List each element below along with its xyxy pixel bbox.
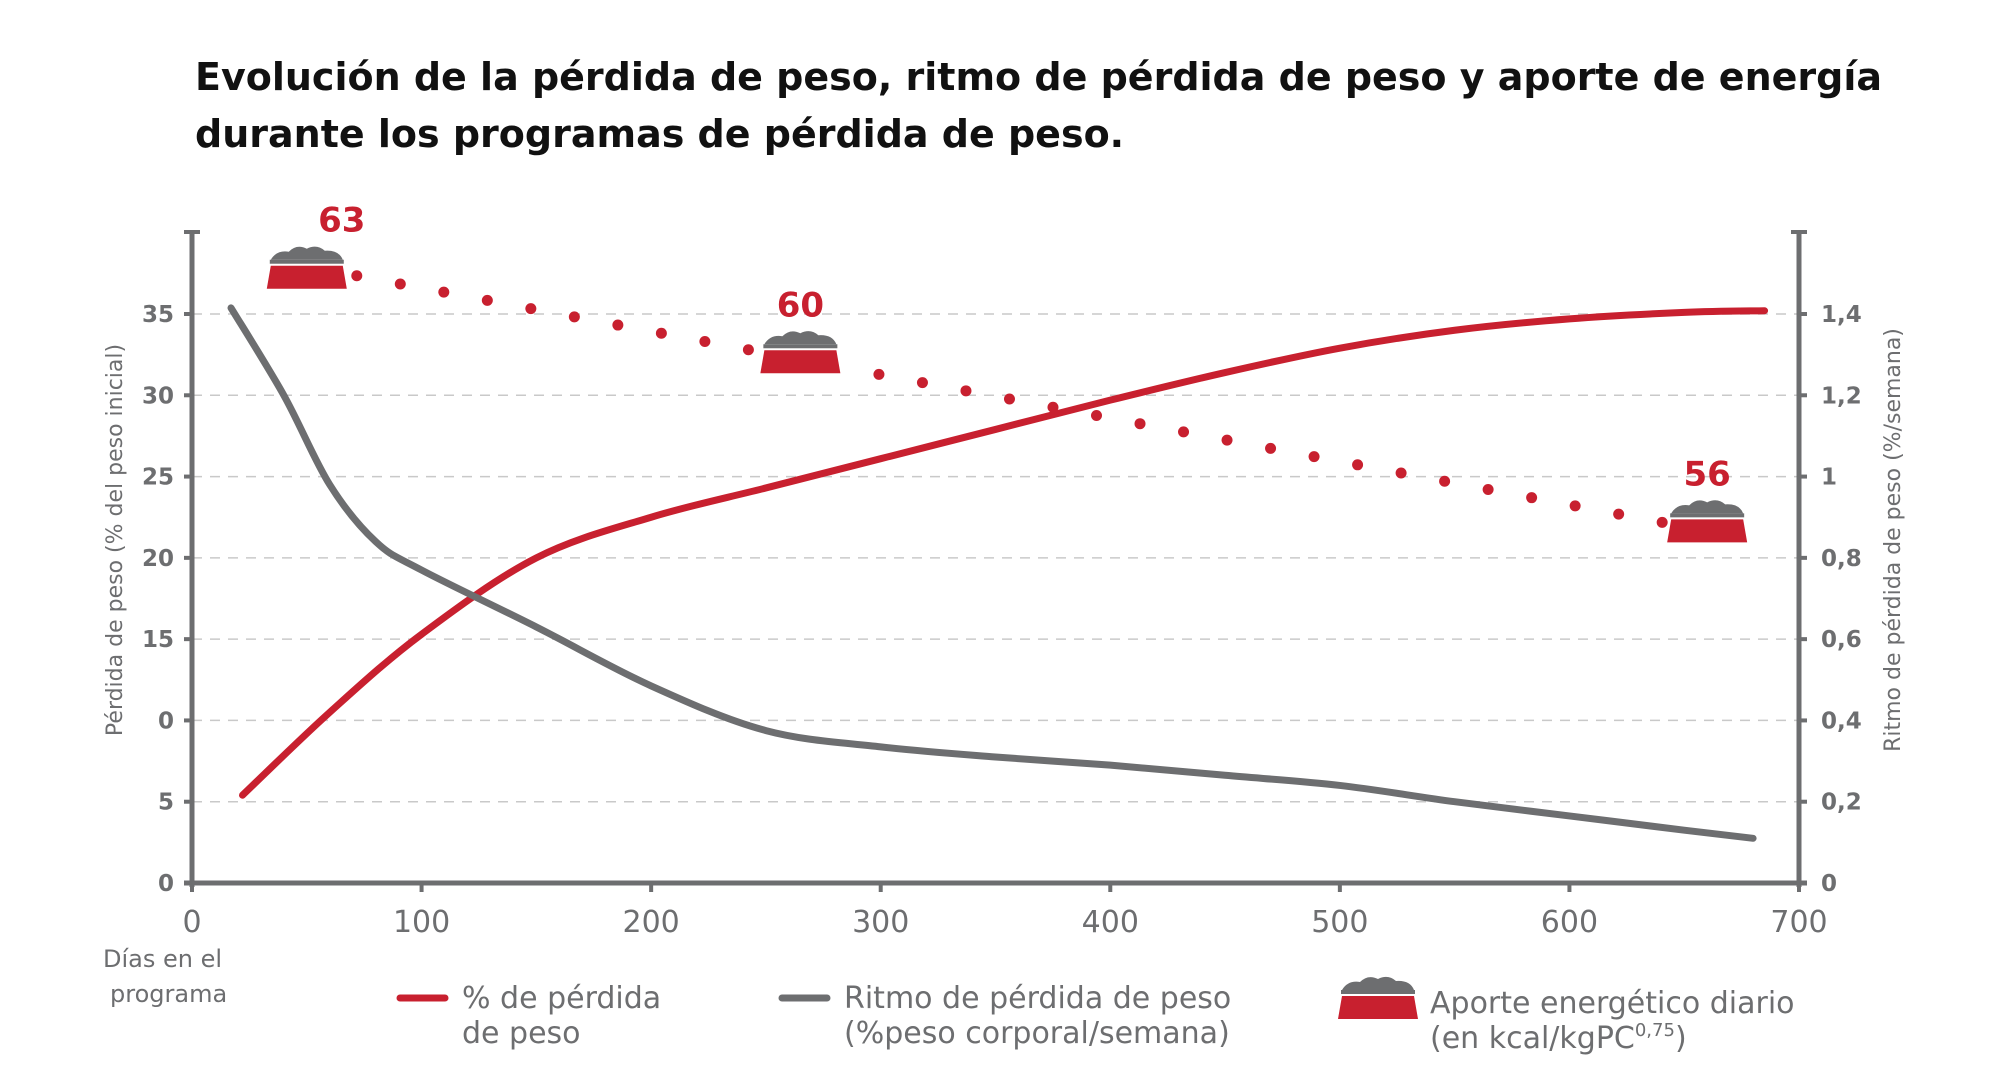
y-right-tick-label: 0: [1821, 871, 1837, 897]
y-left-tick-label: 0: [158, 871, 174, 897]
energy-dot: [916, 377, 928, 389]
energy-dot: [1569, 500, 1581, 512]
legend-rate-line-2: (%peso corporal/semana): [844, 1016, 1230, 1051]
y-left-tick-label: 25: [142, 465, 174, 491]
y-left-tick-label: 20: [142, 546, 174, 572]
energy-dot: [1613, 508, 1625, 520]
loss-rate-line: [227, 304, 1757, 842]
kibble: [764, 331, 837, 345]
bowl-base: [1338, 996, 1418, 1019]
energy-layer: 63 60 56: [266, 201, 1748, 543]
y-right-tick-label: 0,2: [1821, 790, 1862, 816]
y-right-tick-label: 0,6: [1821, 627, 1862, 653]
energy-dot: [699, 335, 711, 347]
y-left-tick-label: 35: [142, 302, 174, 328]
x-tick-label: 0: [182, 905, 201, 940]
energy-dot: [1308, 451, 1320, 463]
energy-dot: [1526, 492, 1538, 504]
x-tick-label: 600: [1541, 905, 1598, 940]
bowl-rim: [763, 344, 838, 349]
energy-value-label: 63: [318, 201, 365, 241]
energy-dot: [612, 319, 624, 331]
bowl-base: [1667, 519, 1748, 543]
energy-dot: [1395, 467, 1407, 479]
legend-weight-loss-line-2: de peso: [462, 1016, 581, 1051]
legend-weight-loss-line-1: % de pérdida: [462, 981, 661, 1016]
energy-value-label: 60: [777, 285, 824, 325]
food-bowl-icon: [1667, 500, 1748, 543]
y-right-tick-label: 1,4: [1821, 302, 1862, 328]
tick-labels: 0 05 0,20 0,415 0,620 0,825 130 1,235 1,40 100 200…: [142, 302, 1862, 940]
legend-energy-close: ): [1675, 1021, 1687, 1056]
bowl-rim: [1670, 513, 1745, 518]
energy-dot: [1352, 459, 1364, 471]
legend-bowl-shape: [1338, 976, 1418, 1019]
x-tick-label: 700: [1770, 905, 1827, 940]
energy-dot: [438, 286, 450, 298]
x-axis-label-line-1: Días en el: [103, 945, 222, 973]
kibble: [1671, 500, 1744, 514]
y-left-axis-label: Pérdida de peso (% del peso inicial): [103, 344, 128, 736]
energy-dot: [1656, 516, 1668, 528]
energy-dot: [1134, 418, 1146, 430]
energy-dot: [1439, 475, 1451, 487]
y-right-tick-label: 0,4: [1821, 708, 1862, 734]
kibble: [1342, 976, 1414, 990]
x-tick-label: 100: [393, 905, 450, 940]
axes: [184, 230, 1807, 892]
y-right-axis-label: Ritmo de pérdida de peso (%/semana): [1881, 328, 1906, 752]
bowl-base: [266, 265, 347, 289]
x-tick-label: 400: [1082, 905, 1139, 940]
legend-energy-line-1: Aporte energético diario: [1430, 986, 1795, 1021]
y-left-tick-label: 15: [142, 627, 174, 653]
energy-dot: [525, 303, 537, 315]
energy-dot: [1178, 426, 1190, 438]
x-tick-label: 300: [852, 905, 909, 940]
energy-dot: [394, 278, 406, 290]
bowl-rim: [269, 259, 344, 264]
y-left-tick-label: 5: [158, 790, 174, 816]
energy-dot: [1091, 409, 1103, 421]
gridlines: [192, 313, 1799, 803]
energy-dot: [742, 344, 754, 356]
energy-dot: [655, 327, 667, 339]
energy-dot: [1482, 483, 1494, 495]
energy-dot: [481, 294, 493, 306]
energy-dot: [1003, 393, 1015, 405]
y-left-tick-label: 0: [158, 708, 174, 734]
energy-dot: [873, 368, 885, 380]
legend-energy-exponent: 0,75: [1635, 1020, 1675, 1041]
bowl-base: [760, 350, 841, 374]
legend-energy-unit: (en kcal/kgPC: [1430, 1021, 1635, 1056]
y-right-tick-label: 1: [1821, 465, 1837, 491]
x-tick-label: 500: [1311, 905, 1368, 940]
x-tick-label: 200: [623, 905, 680, 940]
energy-dot: [1221, 434, 1233, 446]
legend-rate-line-1: Ritmo de pérdida de peso: [844, 981, 1231, 1016]
energy-dot: [1265, 442, 1277, 454]
chart-title-line-1: Evolución de la pérdida de peso, ritmo d…: [195, 55, 1882, 99]
y-left-tick-label: 30: [142, 383, 174, 409]
food-bowl-icon: [266, 246, 347, 289]
y-right-tick-label: 0,8: [1821, 546, 1862, 572]
kibble: [270, 246, 343, 260]
energy-dot: [351, 270, 363, 282]
food-bowl-icon: [760, 331, 841, 374]
x-axis-label-line-2: programa: [110, 980, 227, 1008]
energy-dot: [1047, 401, 1059, 413]
bowl-rim: [1341, 990, 1415, 994]
weight-loss-line: [239, 307, 1769, 799]
legend-bowl-icon: [1338, 976, 1418, 1019]
chart-title-line-2: durante los programas de pérdida de peso…: [195, 112, 1124, 156]
y-right-tick-label: 1,2: [1821, 383, 1862, 409]
series-layer: [227, 304, 1769, 842]
legend-energy-line-2: (en kcal/kgPC0,75): [1430, 1020, 1687, 1056]
energy-dot: [568, 311, 580, 323]
legend: % de pérdida de peso Ritmo de pérdida de…: [396, 976, 1795, 1056]
energy-dot: [960, 385, 972, 397]
energy-value-label: 56: [1684, 454, 1731, 494]
